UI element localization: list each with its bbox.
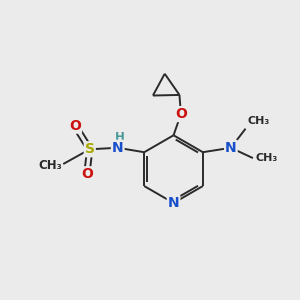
Text: S: S: [85, 142, 95, 156]
Text: CH₃: CH₃: [38, 159, 62, 172]
Text: CH₃: CH₃: [256, 153, 278, 163]
Text: O: O: [175, 107, 187, 121]
Text: N: N: [112, 141, 124, 155]
Text: O: O: [81, 167, 93, 181]
Text: N: N: [225, 141, 237, 155]
Text: CH₃: CH₃: [247, 116, 269, 126]
Text: N: N: [168, 196, 179, 210]
Text: O: O: [69, 119, 81, 133]
Text: H: H: [115, 131, 125, 144]
